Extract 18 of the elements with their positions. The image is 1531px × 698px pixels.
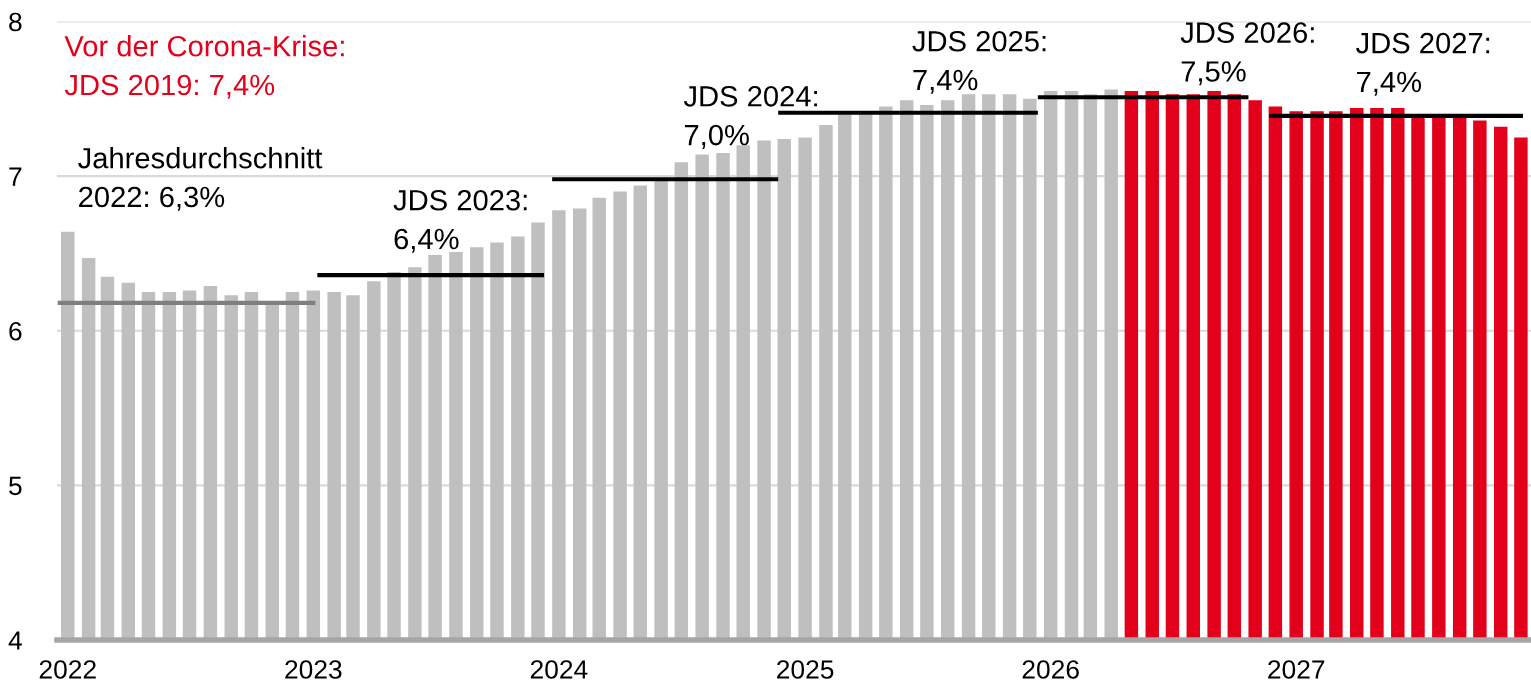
x-tick-label: 2026	[1022, 660, 1079, 679]
annotation: JDS 2024: 7,0%	[683, 85, 817, 149]
x-tick-label: 2022	[39, 660, 96, 679]
y-tick-label: 7	[9, 167, 22, 186]
x-tick-label: 2023	[285, 660, 342, 679]
annotation: Vor der Corona-Krise: JDS 2019: 7,4%	[64, 35, 344, 99]
y-tick-label: 8	[9, 12, 22, 32]
y-tick-label: 5	[9, 476, 22, 496]
annotation: JDS 2023: 6,4%	[393, 189, 527, 253]
x-tick-label: 2024	[530, 660, 588, 679]
y-tick-label: 6	[9, 321, 22, 341]
annotation: JDS 2027: 7,4%	[1356, 32, 1490, 96]
x-tick-label: 2025	[777, 660, 834, 679]
y-tick-label: 4	[8, 631, 22, 650]
annotation: Jahresdurchschnitt 2022: 6,3%	[78, 147, 323, 211]
x-tick-label: 2027	[1268, 660, 1325, 679]
annotation: JDS 2026: 7,5%	[1180, 22, 1314, 86]
annotation: JDS 2025: 7,4%	[912, 30, 1046, 94]
